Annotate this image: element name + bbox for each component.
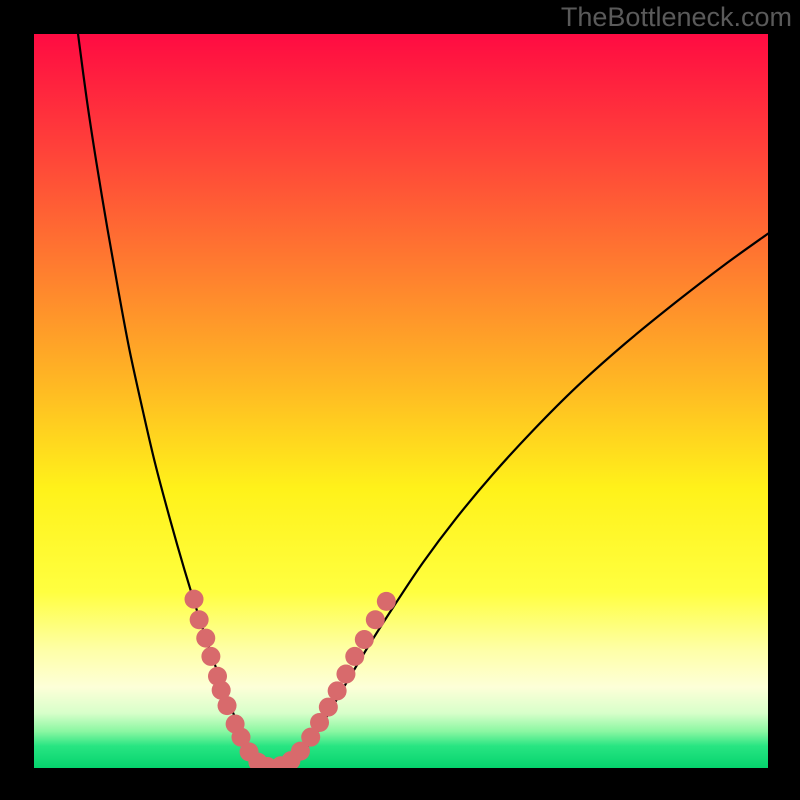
curve-marker xyxy=(185,590,204,609)
curve-marker xyxy=(366,610,385,629)
curve-marker xyxy=(201,647,220,666)
watermark-text: TheBottleneck.com xyxy=(561,2,792,33)
curve-marker xyxy=(196,629,215,648)
curve-marker xyxy=(190,610,209,629)
bottleneck-curve xyxy=(78,34,768,768)
curve-marker xyxy=(319,698,338,717)
curve-marker xyxy=(336,665,355,684)
curve-marker xyxy=(345,647,364,666)
curve-marker xyxy=(377,592,396,611)
curve-marker xyxy=(328,681,347,700)
curve-marker xyxy=(355,630,374,649)
curve-marker xyxy=(218,696,237,715)
marker-cluster-right xyxy=(271,592,396,768)
marker-cluster-left xyxy=(185,590,277,768)
plot-area xyxy=(34,34,768,768)
chart-overlay xyxy=(34,34,768,768)
